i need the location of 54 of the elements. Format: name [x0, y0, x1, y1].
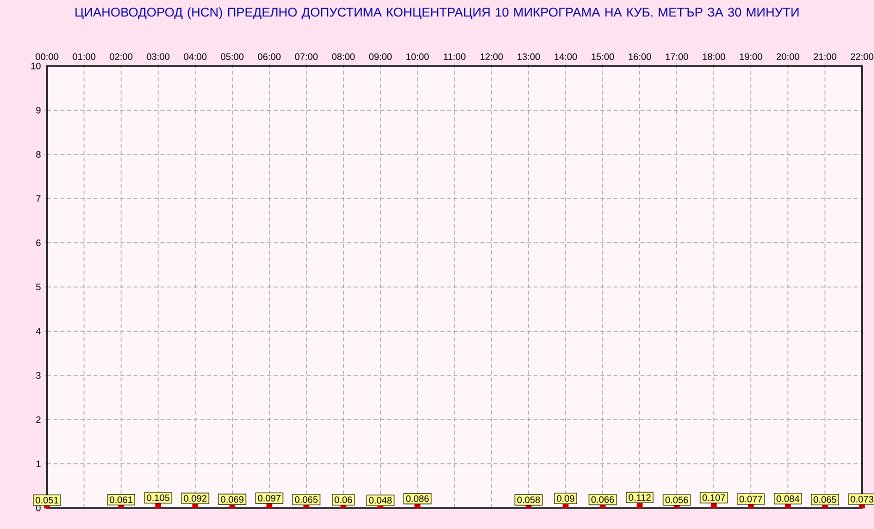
x-tick-label: 13:00 — [518, 53, 540, 60]
x-tick-label: 11:00 — [444, 53, 466, 60]
x-tick-label: 02:00 — [110, 53, 132, 60]
data-label: 0.051 — [36, 496, 58, 504]
data-label: 0.061 — [110, 496, 132, 504]
data-label: 0.066 — [591, 496, 614, 503]
x-tick-label: 16:00 — [628, 53, 652, 60]
y-tick-label: 7 — [36, 195, 40, 202]
x-tick-label: 04:00 — [184, 53, 206, 60]
x-tick-label: 06:00 — [258, 53, 281, 60]
x-tick-label: 21:00 — [814, 53, 836, 60]
data-label: 0.048 — [369, 497, 392, 504]
chart-title: ЦИАНОВОДОРОД (HCN) ПРЕДЕЛНО ДОПУСТИМА КОНЦЕНТРАЦИЯ 10 МИКРОГРАМА НА КУБ. МЕТЪР ЗА 30 МИНУТИ — [76, 7, 799, 20]
x-tick-label: 10:00 — [406, 53, 429, 60]
data-label: 0.077 — [740, 496, 762, 502]
y-tick-label: 3 — [36, 372, 41, 379]
y-tick-label: 4 — [36, 328, 41, 334]
data-label: 0.073 — [850, 496, 874, 502]
data-label: 0.105 — [146, 494, 170, 502]
y-tick-label: 1 — [36, 460, 40, 468]
x-tick-label: 20:00 — [776, 53, 800, 60]
x-tick-label: 18:00 — [702, 53, 726, 60]
x-tick-label: 03:00 — [146, 53, 170, 60]
x-tick-label: 05:00 — [220, 53, 244, 60]
data-label: 0.086 — [406, 495, 429, 502]
x-tick-label: 19:00 — [740, 53, 762, 60]
data-label: 0.065 — [295, 496, 318, 503]
y-tick-label: 9 — [36, 106, 41, 114]
data-label: 0.069 — [220, 496, 244, 503]
data-label: 0.056 — [665, 496, 688, 504]
x-tick-label: 00:00 — [36, 53, 58, 60]
data-label: 0.06 — [334, 496, 352, 504]
data-label: 0.084 — [776, 495, 800, 502]
x-tick-label: 07:00 — [295, 53, 318, 60]
data-label: 0.092 — [184, 495, 206, 502]
data-label: 0.065 — [814, 496, 836, 503]
data-label: 0.107 — [702, 494, 726, 501]
y-tick-label: 8 — [36, 151, 41, 158]
x-tick-label: 01:00 — [72, 53, 96, 60]
y-tick-label: 6 — [36, 240, 41, 246]
y-tick-label: 5 — [36, 284, 41, 290]
y-tick-label: 10 — [31, 62, 41, 70]
data-label: 0.097 — [258, 494, 280, 502]
x-tick-label: 22:00 — [850, 53, 874, 60]
x-tick-label: 17:00 — [666, 53, 688, 60]
data-label: 0.09 — [556, 495, 574, 502]
x-tick-label: 09:00 — [369, 53, 392, 60]
data-label: 0.112 — [628, 494, 651, 501]
data-label: 0.058 — [517, 496, 540, 504]
x-tick-label: 15:00 — [592, 53, 614, 60]
x-tick-label: 12:00 — [480, 53, 503, 60]
y-tick-label: 2 — [36, 416, 40, 423]
x-tick-label: 14:00 — [554, 53, 577, 60]
x-tick-label: 08:00 — [332, 53, 355, 60]
